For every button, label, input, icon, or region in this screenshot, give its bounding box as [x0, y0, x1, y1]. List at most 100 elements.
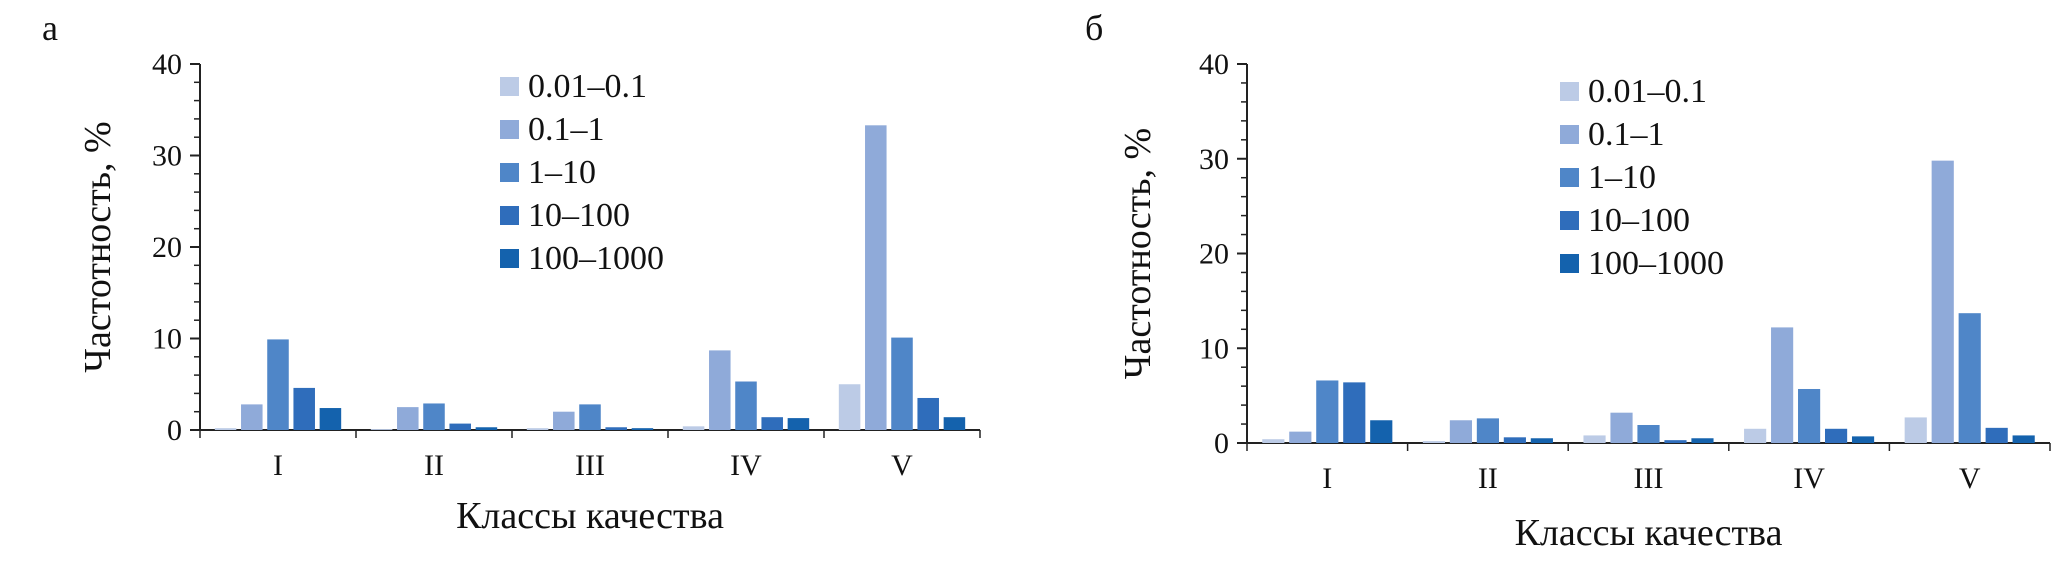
bar-IV-series-1	[1744, 428, 1767, 443]
legend-label: 0.01–0.1	[528, 68, 647, 105]
legend-swatch	[500, 206, 519, 225]
bar-V-series-1	[838, 384, 861, 430]
legend-label: 0.1–1	[1588, 116, 1665, 153]
bar-I-series-1	[1262, 439, 1285, 443]
bar-IV-series-5	[1851, 436, 1875, 443]
bar-II-series-4	[449, 423, 471, 430]
legend-label: 1–10	[528, 154, 596, 191]
bar-II-series-2	[397, 407, 419, 430]
bar-II-series-2	[1449, 420, 1473, 443]
bar-II-series-4	[1503, 437, 1526, 443]
bar-I-series-1	[214, 428, 237, 430]
bar-I-series-5	[1370, 420, 1393, 443]
legend-swatch	[1560, 254, 1579, 273]
bar-I-series-4	[1343, 382, 1366, 443]
bar-V-series-4	[1985, 427, 2008, 443]
y-tick-label: 40	[1199, 48, 1229, 81]
bar-IV-series-3	[735, 381, 757, 430]
legend-label: 10–100	[528, 197, 630, 234]
legend-swatch	[1560, 82, 1579, 101]
y-tick-label: 0	[167, 414, 182, 447]
bar-III-series-2	[553, 411, 575, 430]
x-tick-label: V	[891, 449, 913, 482]
bar-I-series-3	[267, 339, 289, 430]
x-axis-title: Классы качества	[1515, 512, 1783, 554]
y-axis-title: Частотность, %	[1117, 128, 1159, 379]
legend-label: 10–100	[1588, 202, 1690, 239]
bar-III-series-4	[605, 427, 627, 430]
bar-V-series-2	[865, 125, 887, 431]
legend-swatch	[500, 77, 519, 96]
bar-I-series-2	[1289, 431, 1312, 443]
y-tick-label: 20	[1199, 238, 1229, 271]
panel-letter: б	[1085, 8, 1103, 48]
legend-label: 0.1–1	[528, 111, 605, 148]
bar-V-series-3	[1958, 313, 1981, 443]
bar-I-series-3	[1316, 380, 1339, 443]
y-tick-label: 40	[152, 48, 182, 81]
legend: 0.01–0.1 0.1–1 1–10 10–100 100–1000	[1560, 73, 1724, 282]
bar-III-series-1	[526, 428, 549, 430]
bar-II-series-3	[423, 403, 445, 430]
x-tick-label: II	[424, 449, 444, 482]
bar-V-series-1	[1904, 417, 1927, 443]
panel-letter: а	[42, 8, 58, 48]
x-tick-label: IV	[730, 449, 762, 482]
bar-I-series-4	[293, 387, 315, 430]
bar-III-series-3	[579, 404, 601, 430]
y-tick-label: 0	[1214, 427, 1229, 460]
bar-III-series-3	[1637, 424, 1660, 443]
bar-III-series-4	[1664, 440, 1687, 443]
bar-V-series-5	[943, 417, 966, 430]
legend-label: 100–1000	[528, 240, 664, 277]
bar-IV-series-2	[709, 350, 731, 430]
bar-III-series-5	[631, 428, 654, 430]
legend-swatch	[500, 163, 519, 182]
bar-III-series-2	[1610, 412, 1633, 443]
bar-IV-series-5	[787, 418, 810, 430]
bar-IV-series-4	[761, 417, 783, 430]
bar-II-series-5	[1530, 438, 1553, 443]
bar-IV-series-3	[1798, 388, 1821, 443]
legend: 0.01–0.1 0.1–1 1–10 10–100 100–1000	[500, 68, 664, 277]
legend-swatch	[500, 120, 519, 139]
bar-IV-series-1	[682, 426, 705, 430]
x-tick-label: I	[1322, 462, 1332, 495]
bar-III-series-1	[1583, 435, 1606, 443]
bar-V-series-2	[1931, 160, 1954, 443]
bar-IV-series-4	[1824, 428, 1848, 443]
legend-swatch	[1560, 168, 1579, 187]
y-tick-label: 30	[152, 140, 182, 173]
bar-IV-series-2	[1771, 327, 1794, 443]
x-tick-label: I	[273, 449, 283, 482]
bar-V-series-4	[917, 397, 939, 430]
bar-I-series-2	[241, 404, 263, 430]
legend-label: 1–10	[1588, 159, 1656, 196]
bar-II-series-1	[1422, 441, 1446, 443]
y-tick-label: 10	[152, 323, 182, 356]
x-tick-label: III	[575, 449, 605, 482]
x-tick-label: V	[1959, 462, 1981, 495]
legend-label: 100–1000	[1588, 245, 1724, 282]
y-tick-label: 30	[1199, 143, 1229, 176]
y-tick-label: 10	[1199, 332, 1229, 365]
bar-II-series-5	[475, 427, 498, 430]
bar-III-series-5	[1691, 438, 1714, 443]
x-tick-label: IV	[1793, 462, 1825, 495]
legend-label: 0.01–0.1	[1588, 73, 1707, 110]
legend-swatch	[1560, 125, 1579, 144]
y-axis-title: Частотность, %	[77, 121, 119, 372]
bar-I-series-5	[319, 408, 342, 430]
legend-swatch	[1560, 211, 1579, 230]
bar-II-series-3	[1476, 418, 1499, 443]
legend-swatch	[500, 249, 519, 268]
x-tick-label: III	[1634, 462, 1664, 495]
bar-II-series-1	[370, 429, 393, 430]
x-tick-label: II	[1478, 462, 1498, 495]
bar-V-series-5	[2012, 435, 2035, 443]
y-tick-label: 20	[152, 231, 182, 264]
x-axis-title: Классы качества	[456, 495, 724, 537]
